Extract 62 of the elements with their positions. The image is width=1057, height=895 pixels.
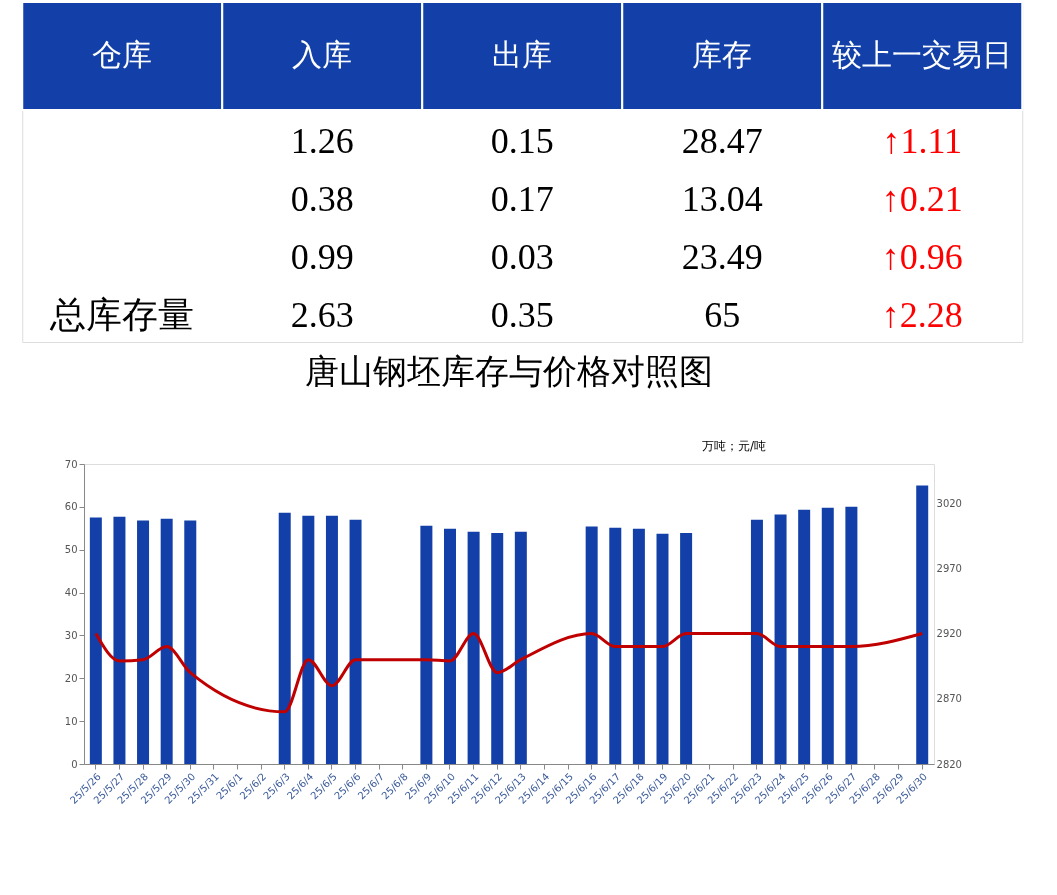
y-tick-label: 60 [64, 501, 78, 513]
text: 1.26 [290, 121, 354, 161]
text: 0.03 [490, 237, 554, 277]
y2-tick-label: 2870 [936, 693, 962, 705]
bar [750, 519, 763, 764]
bar [113, 516, 126, 764]
bar [349, 519, 362, 764]
y2-tick-label: 2820 [936, 758, 962, 770]
y-tick-label: 50 [64, 544, 78, 556]
text: ↑2.28 [881, 295, 963, 335]
bar [278, 512, 291, 764]
y-tick-label: 0 [71, 758, 78, 770]
bar [916, 485, 929, 764]
y-tick-label: 70 [64, 458, 78, 470]
text: 0.15 [490, 121, 554, 161]
category-label: 库存 [692, 38, 753, 71]
y-tick-label: 30 [64, 629, 78, 641]
text: ↑1.11 [882, 121, 963, 161]
text: 0.17 [490, 179, 554, 219]
bar [420, 525, 433, 764]
text: 65 [704, 295, 741, 335]
category-label: 总库存量 [50, 295, 195, 335]
bar [491, 533, 504, 764]
y-tick-label: 10 [64, 715, 78, 727]
bar [845, 506, 858, 764]
y2-tick-label: 2920 [936, 628, 962, 640]
text: ↑0.96 [881, 237, 963, 277]
bar [137, 520, 150, 764]
y-tick-label: 40 [64, 587, 78, 599]
bar [585, 526, 598, 764]
text: ↑0.21 [881, 179, 963, 219]
bar [302, 515, 315, 764]
bar [89, 517, 102, 764]
bar [656, 533, 669, 764]
text: 23.49 [681, 237, 763, 277]
bar [184, 520, 197, 764]
text: 万吨；元/吨 [702, 439, 767, 453]
y2-tick-label: 3020 [936, 497, 962, 509]
text: 13.04 [681, 179, 763, 219]
y-tick-label: 20 [64, 672, 78, 684]
bar [632, 528, 645, 764]
category-label: 出库 [492, 38, 553, 71]
bar [798, 509, 811, 764]
bar [444, 528, 456, 764]
bar [774, 514, 787, 764]
bar [680, 533, 693, 764]
text: 0.38 [290, 179, 354, 219]
chart-title: 唐山钢坯库存与价格对照图 [305, 353, 714, 390]
bar [609, 527, 622, 764]
bar [160, 518, 173, 764]
bar [821, 507, 834, 764]
category-label: 仓库 [92, 38, 153, 71]
bar [467, 531, 480, 764]
text: 0.99 [290, 237, 354, 277]
text: 2.63 [290, 295, 354, 335]
bar [514, 531, 527, 764]
y2-tick-label: 2970 [936, 562, 962, 574]
category-label: 入库 [292, 38, 353, 71]
bar [325, 515, 338, 764]
category-label: 较上一交易日 [832, 38, 1013, 71]
text: 0.35 [490, 295, 554, 335]
text: 28.47 [681, 121, 763, 161]
